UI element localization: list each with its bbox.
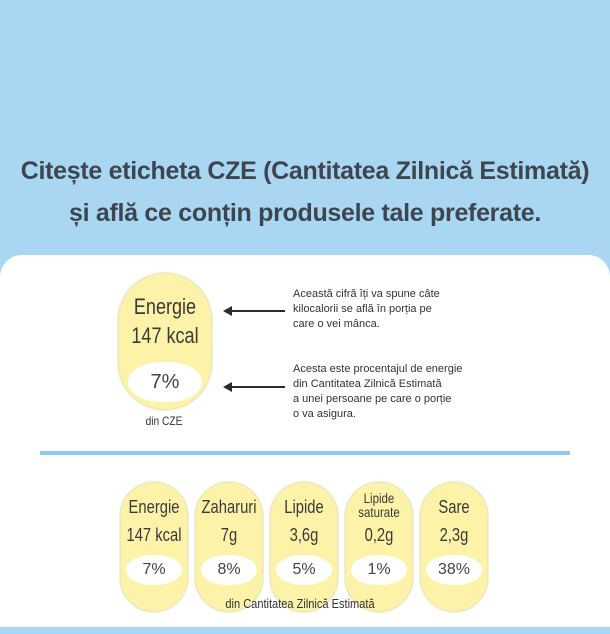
headline: Citește eticheta CZE (Cantitatea Zilnică…: [0, 150, 610, 234]
nutrient-percent: 1%: [351, 555, 407, 585]
headline-line-2: și află ce conțin produsele tale prefera…: [69, 199, 541, 227]
nutrient-percent: 7%: [126, 555, 182, 585]
nutrient-value: 3,6g: [289, 525, 319, 545]
nutrient-name: Zaharuri: [201, 497, 257, 517]
divider: [40, 451, 570, 455]
example-value: 147 kcal: [131, 323, 199, 348]
nutrient-value: 7g: [220, 525, 238, 545]
nutrient-name: Lipide saturate: [358, 490, 400, 520]
example-caption: din CZE: [145, 414, 183, 428]
nutrient-pill-lipide: Lipide 3,6g 5%: [270, 482, 338, 612]
note-kcal: Această cifră îți va spune câte kilocalo…: [293, 288, 440, 330]
arrow-left-icon: [223, 382, 285, 392]
nutrient-percent: 38%: [426, 555, 482, 585]
example-name: Energie: [133, 294, 197, 319]
note-percent: Acesta este procentajul de energie din C…: [293, 363, 463, 420]
headline-line-1: Citește eticheta CZE (Cantitatea Zilnică…: [20, 157, 590, 185]
nutrient-pill-energie: Energie 147 kcal 7%: [120, 482, 188, 612]
nutrient-value: 0,2g: [364, 525, 394, 545]
nutrient-percent: 5%: [276, 555, 332, 585]
nutrient-pill-sare: Sare 2,3g 38%: [420, 482, 488, 612]
arrow-left-icon: [223, 306, 285, 316]
nutrient-name: Sare: [438, 497, 470, 517]
footer-caption: din Cantitatea Zilnică Estimată: [225, 596, 375, 611]
nutrient-pill-lipide-saturate: Lipide saturate 0,2g 1%: [345, 482, 413, 612]
example-energy-pill: Energie 147 kcal 7%: [118, 273, 212, 410]
example-percent: 7%: [128, 362, 202, 402]
bottom-strip: [0, 627, 610, 634]
nutrient-value: 147 kcal: [126, 525, 182, 545]
nutrient-value: 2,3g: [439, 525, 469, 545]
top-band: [0, 0, 610, 262]
nutrient-percent: 8%: [201, 555, 257, 585]
nutrient-name: Energie: [128, 497, 180, 517]
nutrient-name: Lipide: [284, 497, 324, 517]
nutrient-pill-zaharuri: Zaharuri 7g 8%: [195, 482, 263, 612]
